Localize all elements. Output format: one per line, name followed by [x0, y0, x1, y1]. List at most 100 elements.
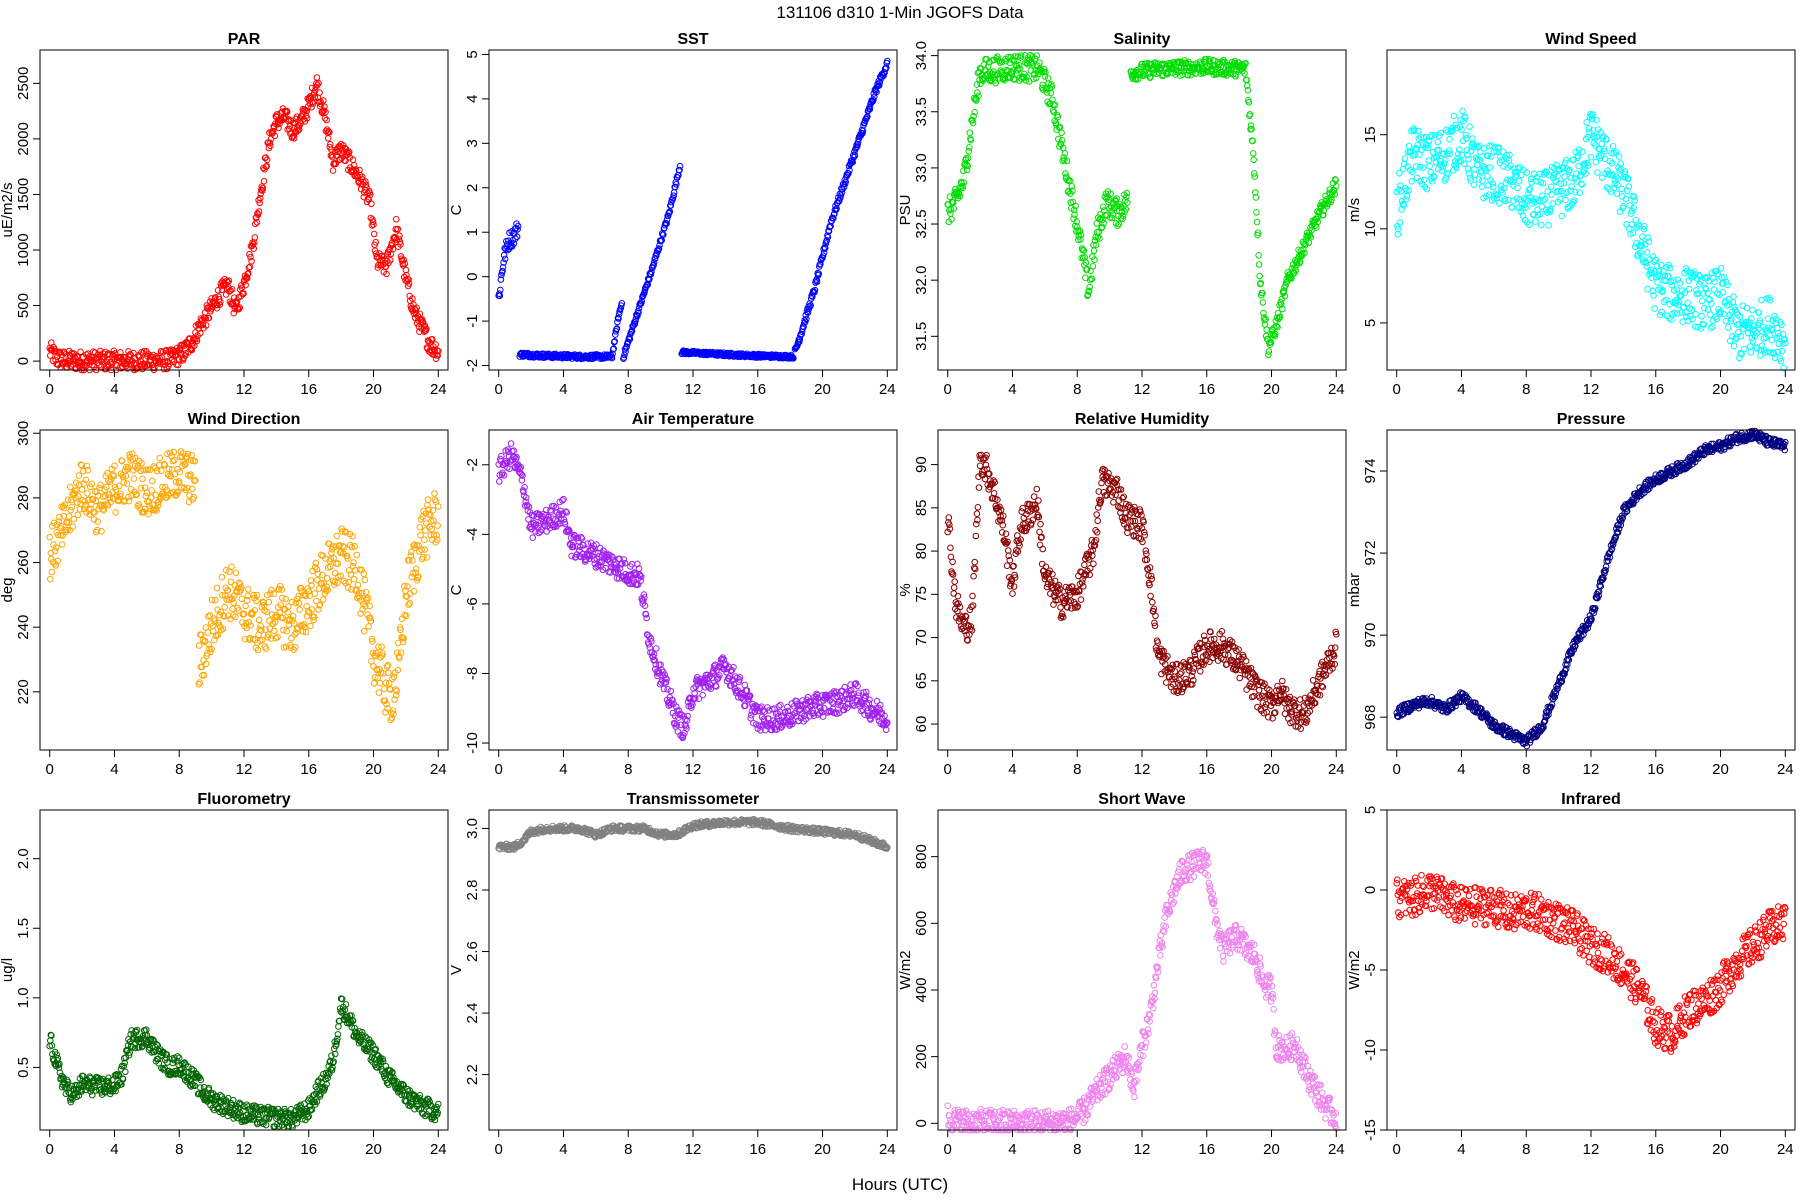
data-point — [129, 364, 137, 372]
y-axis-label: m/s — [1346, 198, 1363, 222]
data-point — [790, 355, 797, 362]
data-point — [1587, 153, 1595, 161]
data-point — [514, 226, 521, 233]
data-point — [324, 135, 332, 142]
x-tick-label: 16 — [1647, 381, 1664, 398]
y-tick-label: 4 — [464, 95, 481, 103]
y-tick-label: -8 — [464, 667, 481, 680]
data-point — [319, 107, 327, 115]
data-point — [1545, 221, 1552, 229]
data-point — [313, 74, 321, 81]
data-point — [360, 193, 368, 201]
data-point — [423, 554, 431, 561]
y-axis-label: PSU — [897, 195, 914, 226]
data-point — [1093, 511, 1100, 518]
data-point — [813, 278, 821, 286]
x-tick-label: 8 — [624, 381, 632, 398]
data-point — [501, 255, 509, 263]
data-point — [1615, 153, 1623, 160]
data-point — [205, 314, 213, 322]
data-point — [1465, 155, 1472, 163]
data-point — [406, 600, 414, 607]
data-point — [1685, 285, 1693, 293]
data-point — [1058, 137, 1066, 144]
data-point — [388, 242, 395, 249]
data-point — [140, 347, 148, 355]
data-point — [245, 264, 253, 272]
data-point — [370, 230, 378, 238]
data-point — [1250, 156, 1257, 164]
data-point — [204, 629, 212, 636]
y-tick-label: -1 — [464, 314, 481, 327]
data-point — [1583, 119, 1590, 126]
plot-frame — [39, 49, 449, 371]
x-tick-label: 12 — [236, 381, 253, 398]
data-point — [1408, 178, 1416, 185]
data-point — [311, 93, 319, 101]
data-point — [254, 211, 262, 218]
data-point — [296, 606, 303, 613]
data-point — [1724, 324, 1732, 331]
data-point — [1039, 545, 1046, 553]
data-point — [970, 572, 977, 580]
data-point — [202, 315, 209, 322]
data-point — [1427, 168, 1434, 176]
data-point — [1163, 679, 1170, 686]
data-point — [811, 286, 819, 294]
data-point — [242, 281, 249, 289]
data-point — [1561, 173, 1568, 180]
plot-frame — [488, 49, 898, 371]
data-point — [266, 617, 273, 625]
data-point — [968, 627, 976, 634]
x-tick-label: 24 — [430, 761, 447, 778]
data-point — [196, 679, 203, 686]
data-point — [100, 353, 108, 361]
data-point — [225, 277, 233, 285]
y-tick-label: 3 — [464, 139, 481, 147]
data-point — [1538, 221, 1545, 229]
data-point — [512, 235, 519, 242]
data-point — [969, 592, 976, 600]
y-tick-label: 31.5 — [913, 322, 930, 351]
data-point — [496, 478, 503, 485]
x-tick-label: 4 — [110, 761, 118, 778]
data-point — [397, 241, 404, 248]
data-point — [434, 352, 442, 359]
x-tick-label: 20 — [1263, 381, 1280, 398]
x-tick-label: 4 — [559, 761, 567, 778]
data-point — [69, 523, 77, 530]
y-tick-label: -4 — [464, 528, 481, 541]
data-point — [966, 144, 973, 151]
data-point — [431, 490, 438, 497]
data-point — [618, 300, 626, 307]
data-point — [635, 309, 642, 317]
data-point — [368, 200, 375, 208]
x-tick-label: 12 — [1134, 381, 1151, 398]
data-point — [75, 472, 83, 479]
x-tick-label: 24 — [879, 381, 896, 398]
data-point — [49, 357, 57, 365]
data-point — [197, 330, 204, 337]
data-point — [191, 342, 198, 350]
data-point — [255, 208, 263, 215]
data-point — [1197, 668, 1204, 675]
data-point — [96, 361, 103, 369]
data-point — [974, 89, 981, 96]
data-point — [362, 589, 370, 596]
data-point — [256, 199, 264, 207]
y-tick-label: 5 — [464, 50, 481, 58]
x-tick-label: 4 — [110, 381, 118, 398]
y-tick-label: 1000 — [15, 233, 32, 266]
data-point — [954, 592, 962, 600]
data-point — [260, 177, 268, 185]
data-point — [1255, 252, 1262, 259]
data-point — [218, 573, 226, 581]
data-point — [950, 584, 958, 591]
data-point — [156, 454, 164, 462]
data-point — [1401, 155, 1409, 162]
data-point — [676, 166, 683, 174]
data-point — [1639, 233, 1646, 240]
